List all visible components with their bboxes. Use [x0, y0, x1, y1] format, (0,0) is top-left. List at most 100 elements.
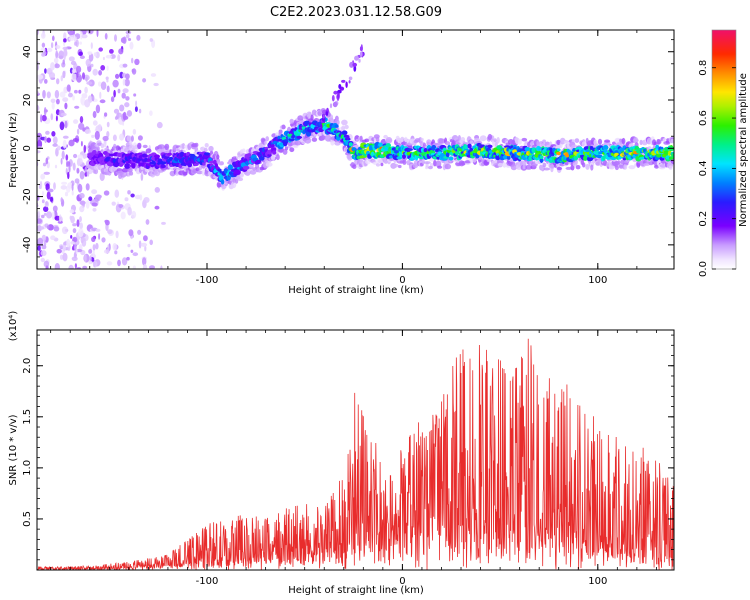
spectrogram-cell: [145, 148, 152, 154]
colorbar-ticks: 0.0 0.2 0.4 0.6 0.8: [698, 60, 736, 277]
spectrogram-cell: [539, 158, 544, 163]
spectrogram-cell: [33, 231, 35, 238]
spectrogram-cell: [282, 148, 288, 155]
spectrogram-cell: [79, 192, 85, 199]
spectrogram-cell: [218, 161, 224, 166]
spectrogram-cell: [239, 172, 244, 178]
spectrogram-cell: [74, 178, 80, 184]
spectrogram-cell: [194, 142, 199, 148]
spectrogram-cell: [28, 264, 34, 270]
spectrogram-cell: [95, 104, 101, 114]
spectrogram-cell: [72, 162, 76, 171]
spectrogram-cell: [56, 248, 62, 254]
spectrogram-cell: [93, 52, 97, 57]
spectrogram-cell: [53, 182, 56, 190]
spectrogram-cell: [94, 130, 100, 140]
spectrogram-cell: [41, 190, 45, 197]
spectrogram-cell: [59, 254, 64, 260]
spectrogram-ytick-label: -20: [22, 188, 33, 204]
spectrogram-cell: [44, 68, 47, 74]
spectrogram-cell: [29, 136, 35, 141]
spectrogram-cell: [83, 144, 87, 153]
spectrogram-cell: [79, 55, 85, 59]
spectrogram-cell: [124, 163, 131, 169]
spectrogram-cell: [57, 220, 63, 224]
spectrogram-cell: [549, 164, 555, 169]
spectrogram-cell: [204, 152, 210, 156]
spectrogram-cell: [31, 59, 35, 62]
spectrogram-cell: [46, 91, 51, 99]
snr-frame: [36, 329, 675, 571]
spectrogram-cell: [288, 137, 295, 142]
spectrogram-cell: [131, 162, 136, 169]
spectrogram-cell: [62, 70, 66, 79]
spectrogram-cell: [67, 171, 70, 180]
spectrogram-cell: [235, 169, 241, 175]
spectrogram-cell: [98, 70, 102, 76]
spectrogram-cell: [265, 162, 273, 167]
spectrogram-cell: [102, 151, 108, 155]
spectrogram-cell: [596, 154, 603, 159]
spectrogram-cell: [656, 139, 661, 143]
spectrogram-cell: [26, 223, 31, 231]
spectrogram-cell: [45, 130, 50, 135]
spectrogram-cell: [119, 104, 125, 112]
spectrogram-cell: [118, 48, 124, 55]
spectrogram-cell: [99, 91, 102, 99]
spectrogram-cell: [321, 134, 326, 141]
spectrogram-cell: [76, 71, 79, 78]
spectrogram-frame: [36, 29, 675, 270]
spectrogram-cell: [68, 36, 75, 41]
spectrogram-cell: [112, 134, 117, 142]
spectrogram-cell: [62, 135, 69, 139]
spectrogram-cell: [75, 248, 78, 255]
colorbar-gradient: [712, 30, 736, 269]
spectrogram-cell: [334, 124, 339, 128]
spectrogram-cell: [70, 235, 73, 239]
spectrogram-cell: [74, 41, 78, 46]
snr-yscale-label: (x10⁴): [8, 311, 19, 342]
spectrogram-cell: [51, 102, 55, 110]
spectrogram-cell: [88, 260, 93, 265]
spectrogram-cell: [61, 181, 68, 185]
spectrogram-cell: [158, 144, 165, 150]
spectrogram-cell: [82, 72, 85, 80]
spectrogram-cell: [493, 138, 497, 143]
spectrogram-cell: [122, 167, 129, 173]
spectrogram-cell: [26, 226, 30, 229]
spectrogram-cell: [258, 156, 265, 161]
spectrogram-cell: [80, 140, 83, 147]
spectrogram-cell: [351, 147, 357, 152]
spectrogram-cell: [59, 91, 66, 98]
spectrogram-cell: [304, 137, 312, 144]
spectrogram-cell: [92, 207, 97, 212]
snr-series-line: [37, 338, 674, 570]
spectrogram-cell: [385, 143, 391, 148]
spectrogram-cell: [608, 165, 615, 170]
spectrogram-cell: [590, 164, 594, 171]
spectrogram-cell: [54, 63, 60, 69]
spectrogram-cell: [46, 137, 52, 143]
spectrogram-cell: [40, 114, 43, 123]
spectrogram-cell: [168, 156, 174, 161]
spectrogram-cell: [69, 215, 73, 220]
spectrogram-cell: [125, 34, 130, 39]
spectrogram-cell: [30, 119, 36, 127]
spectrogram-cell: [154, 154, 160, 159]
spectrogram-cell: [143, 235, 148, 242]
spectrogram-cell: [79, 205, 85, 213]
spectrogram-cell: [217, 168, 222, 172]
spectrogram-cell: [37, 62, 38, 66]
spectrogram-cell: [398, 164, 402, 169]
spectrogram-cell: [320, 123, 323, 130]
spectrogram-cell: [91, 236, 96, 242]
spectrogram-cell: [385, 137, 393, 144]
spectrogram-cell: [94, 194, 101, 202]
spectrogram-cell: [602, 160, 608, 167]
spectrogram-cell: [53, 57, 59, 64]
spectrogram-cell: [114, 250, 118, 255]
spectrogram-cell: [32, 229, 36, 232]
spectrogram-cell: [506, 155, 511, 160]
spectrogram-cell: [27, 84, 31, 93]
